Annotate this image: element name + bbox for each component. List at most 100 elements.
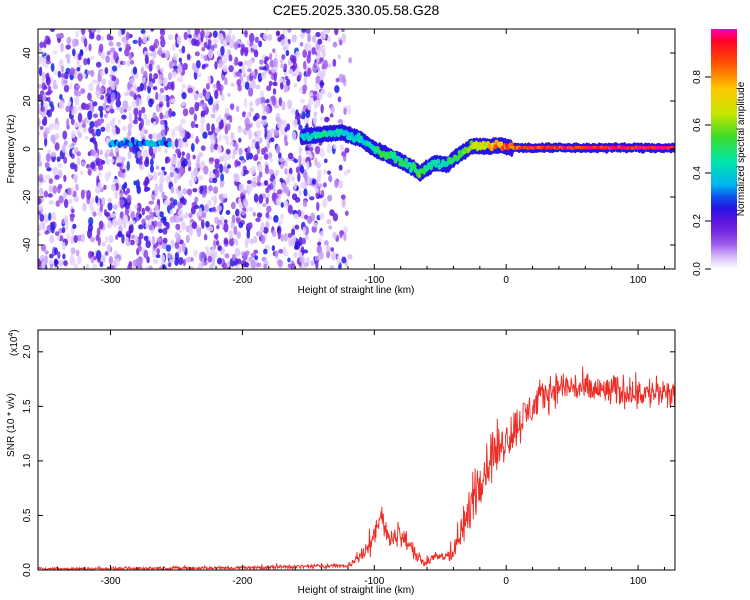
spectrogram-noise-cell xyxy=(104,152,108,159)
spectrogram-noise-cell xyxy=(301,29,307,33)
spectrogram-noise-cell xyxy=(171,111,176,117)
spectrogram-noise-cell xyxy=(99,261,104,268)
spectrogram-noise-cell xyxy=(52,79,57,89)
spectrogram-noise-cell xyxy=(136,202,142,213)
spectrogram-noise-cell xyxy=(268,80,273,87)
spectrogram-noise-cell xyxy=(108,235,114,244)
colorbar-label: Normalized spectral amplitude xyxy=(736,81,747,216)
spectrogram-signal-cell xyxy=(356,132,361,138)
spectrogram-noise-cell xyxy=(93,255,97,261)
spectrogram-noise-cell xyxy=(286,99,293,110)
spectrogram-noise-cell xyxy=(330,251,337,261)
spectrogram-noise-cell xyxy=(212,38,218,44)
spectrogram-noise-cell xyxy=(49,101,54,107)
spectrogram-noise-cell xyxy=(117,230,123,238)
spectrogram-noise-cell xyxy=(107,197,112,204)
spectrogram-noise-cell xyxy=(210,143,215,153)
spectrogram-noise-cell xyxy=(315,31,321,38)
snr-x-tick-label: -300 xyxy=(101,576,121,587)
spectrogram-noise-cell xyxy=(287,257,291,263)
spectrogram-signal-cell xyxy=(474,140,479,146)
spectrogram-noise-cell xyxy=(207,131,214,136)
spectrogram-x-ticks: -300 -200 -100 0 100 xyxy=(57,29,665,286)
spectrogram-noise-cell xyxy=(161,216,166,221)
spectrogram-noise-cell xyxy=(148,145,154,156)
snr-x-tick-label: -200 xyxy=(232,576,252,587)
spectrogram-noise-cell xyxy=(72,38,77,48)
spectrogram-noise-cell xyxy=(291,176,295,182)
spectrogram-noise-cell xyxy=(278,97,283,107)
spectrogram-noise-cell xyxy=(138,224,144,230)
spectrogram-noise-cell xyxy=(122,61,127,66)
spectrogram-noise-cell xyxy=(39,41,44,49)
spectrogram-noise-cell xyxy=(181,221,186,231)
spectrogram-noise-cell xyxy=(61,227,66,234)
spectrogram-noise-cell xyxy=(79,170,84,176)
spectrogram-noise-cell xyxy=(38,60,42,65)
spectrogram-noise-cell xyxy=(257,72,263,83)
spectrogram-noise-cell xyxy=(169,209,174,216)
spectrogram-noise-cell xyxy=(74,95,80,106)
spectrogram-noise-cell xyxy=(66,57,71,64)
spectrogram-noise-cell xyxy=(230,131,235,142)
spectrogram-noise-cell xyxy=(187,34,192,39)
snr-y-tick-label: 0.0 xyxy=(22,563,33,577)
spectrogram-noise-cell xyxy=(159,87,165,94)
spectrogram-noise-cell xyxy=(164,149,168,154)
spectrogram-noise-cell xyxy=(279,33,285,41)
spectrogram-noise-cell xyxy=(316,55,320,63)
spectrogram-noise-cell xyxy=(240,170,244,177)
spectrogram-noise-cell xyxy=(200,110,205,119)
spectrogram-noise-cell xyxy=(144,205,150,212)
spectrogram-noise-cell xyxy=(256,175,261,183)
spectrogram-noise-cell xyxy=(266,142,270,149)
spectrogram-noise-cell xyxy=(207,255,212,263)
spectrogram-noise-cell xyxy=(200,29,205,39)
spectrogram-noise-cell xyxy=(90,197,95,205)
spectrogram-noise-cell xyxy=(40,106,45,112)
spectrogram-noise-cell xyxy=(265,187,270,194)
spectrogram-noise-cell xyxy=(270,68,276,73)
spectrogram-noise-cell xyxy=(303,262,310,268)
spectrogram-noise-cell xyxy=(300,98,305,104)
spectrogram-noise-cell xyxy=(70,247,76,255)
spectrogram-noise-cell xyxy=(343,170,348,176)
spectrogram-noise-cell xyxy=(115,127,121,135)
spectrogram-noise-cell xyxy=(322,182,327,188)
spectrogram-noise-cell xyxy=(100,70,104,77)
spectrogram-noise-cell xyxy=(135,96,141,107)
spectrogram-noise-cell xyxy=(116,162,122,167)
spectrogram-noise-cell xyxy=(121,125,127,132)
spectrogram-noise-cell xyxy=(234,56,239,66)
spectrogram-noise-cell xyxy=(155,103,160,113)
spectrogram-noise-cell xyxy=(121,169,126,174)
spectrogram-noise-cell xyxy=(41,259,46,269)
spectrogram-noise-cell xyxy=(115,99,122,108)
spectrogram-noise-cell xyxy=(57,162,63,168)
colorbar-tick-label: 0.2 xyxy=(692,214,703,228)
spectrogram-noise-cell xyxy=(207,199,212,207)
spectrogram-noise-cell xyxy=(310,260,315,266)
spectrogram-noise-cell xyxy=(86,189,92,200)
spectrogram-noise-cell xyxy=(320,230,324,238)
spectrogram-noise-cell xyxy=(257,163,263,173)
spectrogram-noise-cell xyxy=(48,259,54,265)
spectrogram-noise-cell xyxy=(119,193,124,198)
spectrogram-signal-cell xyxy=(672,145,675,149)
spectrogram-noise-cell xyxy=(247,183,253,192)
spectrogram-noise-cell xyxy=(187,159,192,168)
spectrogram-noise-cell xyxy=(69,259,75,266)
spectrogram-noise-cell xyxy=(169,171,174,178)
spectrogram-noise-cell xyxy=(145,266,149,269)
spectrogram-noise-cell xyxy=(138,36,142,47)
spectrogram-noise-cell xyxy=(285,177,290,185)
spectrogram-noise-cell xyxy=(244,81,250,90)
spectrogram-noise-cell xyxy=(89,161,96,170)
spectrogram-noise-cell xyxy=(62,241,66,251)
spectrogram-noise-cell xyxy=(39,213,45,222)
spectrogram-noise-cell xyxy=(80,161,86,167)
spectrogram-noise-cell xyxy=(68,82,73,90)
spectrogram-noise-cell xyxy=(73,121,79,128)
spectrogram-noise-cell xyxy=(70,186,74,197)
spectrogram-noise-cell xyxy=(38,187,44,196)
